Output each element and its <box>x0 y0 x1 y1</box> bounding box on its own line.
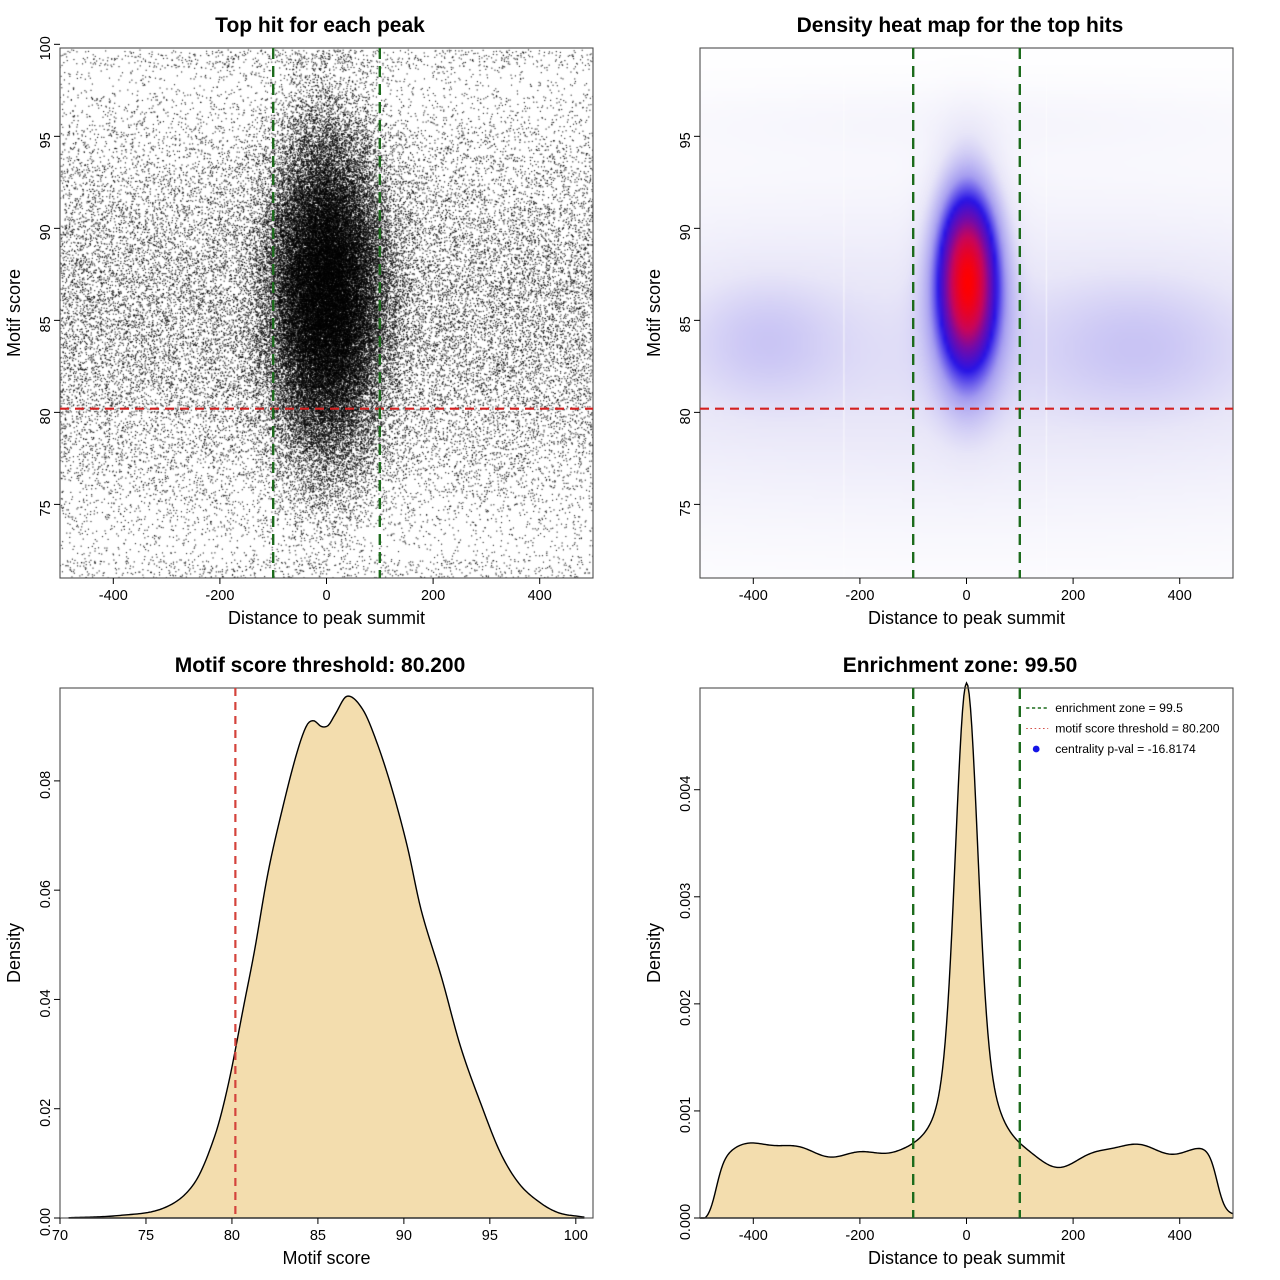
svg-text:0.02: 0.02 <box>38 1099 54 1127</box>
svg-text:70: 70 <box>52 1228 68 1244</box>
svg-text:Density heat map for the top h: Density heat map for the top hits <box>797 14 1124 37</box>
svg-text:-400: -400 <box>739 588 768 604</box>
svg-text:0: 0 <box>322 588 330 604</box>
svg-text:Motif score threshold: 80.200: Motif score threshold: 80.200 <box>175 654 466 677</box>
svg-text:Motif score: Motif score <box>282 1248 370 1268</box>
svg-text:0.04: 0.04 <box>38 989 54 1017</box>
svg-text:centrality p-val = -16.8174: centrality p-val = -16.8174 <box>1055 742 1196 756</box>
svg-text:0.001: 0.001 <box>678 1097 694 1133</box>
svg-text:400: 400 <box>528 588 552 604</box>
svg-text:Density: Density <box>4 923 24 983</box>
svg-text:Distance to peak summit: Distance to peak summit <box>868 1248 1065 1268</box>
svg-text:0.003: 0.003 <box>678 883 694 919</box>
svg-text:0.06: 0.06 <box>38 880 54 908</box>
svg-text:85: 85 <box>38 316 54 332</box>
svg-text:Top hit for each peak: Top hit for each peak <box>215 14 425 37</box>
svg-text:Motif score: Motif score <box>4 269 24 357</box>
svg-text:80: 80 <box>678 408 694 424</box>
svg-text:75: 75 <box>38 500 54 516</box>
svg-text:-400: -400 <box>739 1228 768 1244</box>
svg-text:Density: Density <box>644 923 664 983</box>
svg-text:75: 75 <box>138 1228 154 1244</box>
svg-text:85: 85 <box>310 1228 326 1244</box>
svg-text:95: 95 <box>38 132 54 148</box>
svg-text:-200: -200 <box>845 1228 874 1244</box>
svg-text:Motif score: Motif score <box>644 269 664 357</box>
svg-text:0.000: 0.000 <box>678 1204 694 1240</box>
svg-text:0.004: 0.004 <box>678 776 694 812</box>
svg-text:100: 100 <box>564 1228 588 1244</box>
svg-text:0.08: 0.08 <box>38 771 54 799</box>
svg-text:Enrichment zone: 99.50: Enrichment zone: 99.50 <box>843 654 1078 677</box>
svg-text:400: 400 <box>1168 1228 1192 1244</box>
svg-text:motif score threshold = 80.200: motif score threshold = 80.200 <box>1055 722 1220 736</box>
svg-text:0: 0 <box>962 1228 970 1244</box>
svg-text:90: 90 <box>678 224 694 240</box>
svg-text:200: 200 <box>1061 588 1085 604</box>
svg-text:-200: -200 <box>845 588 874 604</box>
svg-text:90: 90 <box>38 224 54 240</box>
svg-text:0.002: 0.002 <box>678 990 694 1026</box>
svg-text:95: 95 <box>482 1228 498 1244</box>
svg-text:400: 400 <box>1168 588 1192 604</box>
svg-text:90: 90 <box>396 1228 412 1244</box>
svg-text:0: 0 <box>962 588 970 604</box>
svg-text:200: 200 <box>1061 1228 1085 1244</box>
svg-text:Distance to peak summit: Distance to peak summit <box>228 608 425 628</box>
svg-text:200: 200 <box>421 588 445 604</box>
svg-text:100: 100 <box>38 36 54 60</box>
svg-text:95: 95 <box>678 132 694 148</box>
svg-text:-200: -200 <box>205 588 234 604</box>
svg-text:85: 85 <box>678 316 694 332</box>
svg-text:80: 80 <box>38 408 54 424</box>
svg-text:80: 80 <box>224 1228 240 1244</box>
svg-text:Distance to peak summit: Distance to peak summit <box>868 608 1065 628</box>
svg-text:enrichment zone = 99.5: enrichment zone = 99.5 <box>1055 701 1183 715</box>
svg-text:-400: -400 <box>99 588 128 604</box>
svg-text:75: 75 <box>678 500 694 516</box>
